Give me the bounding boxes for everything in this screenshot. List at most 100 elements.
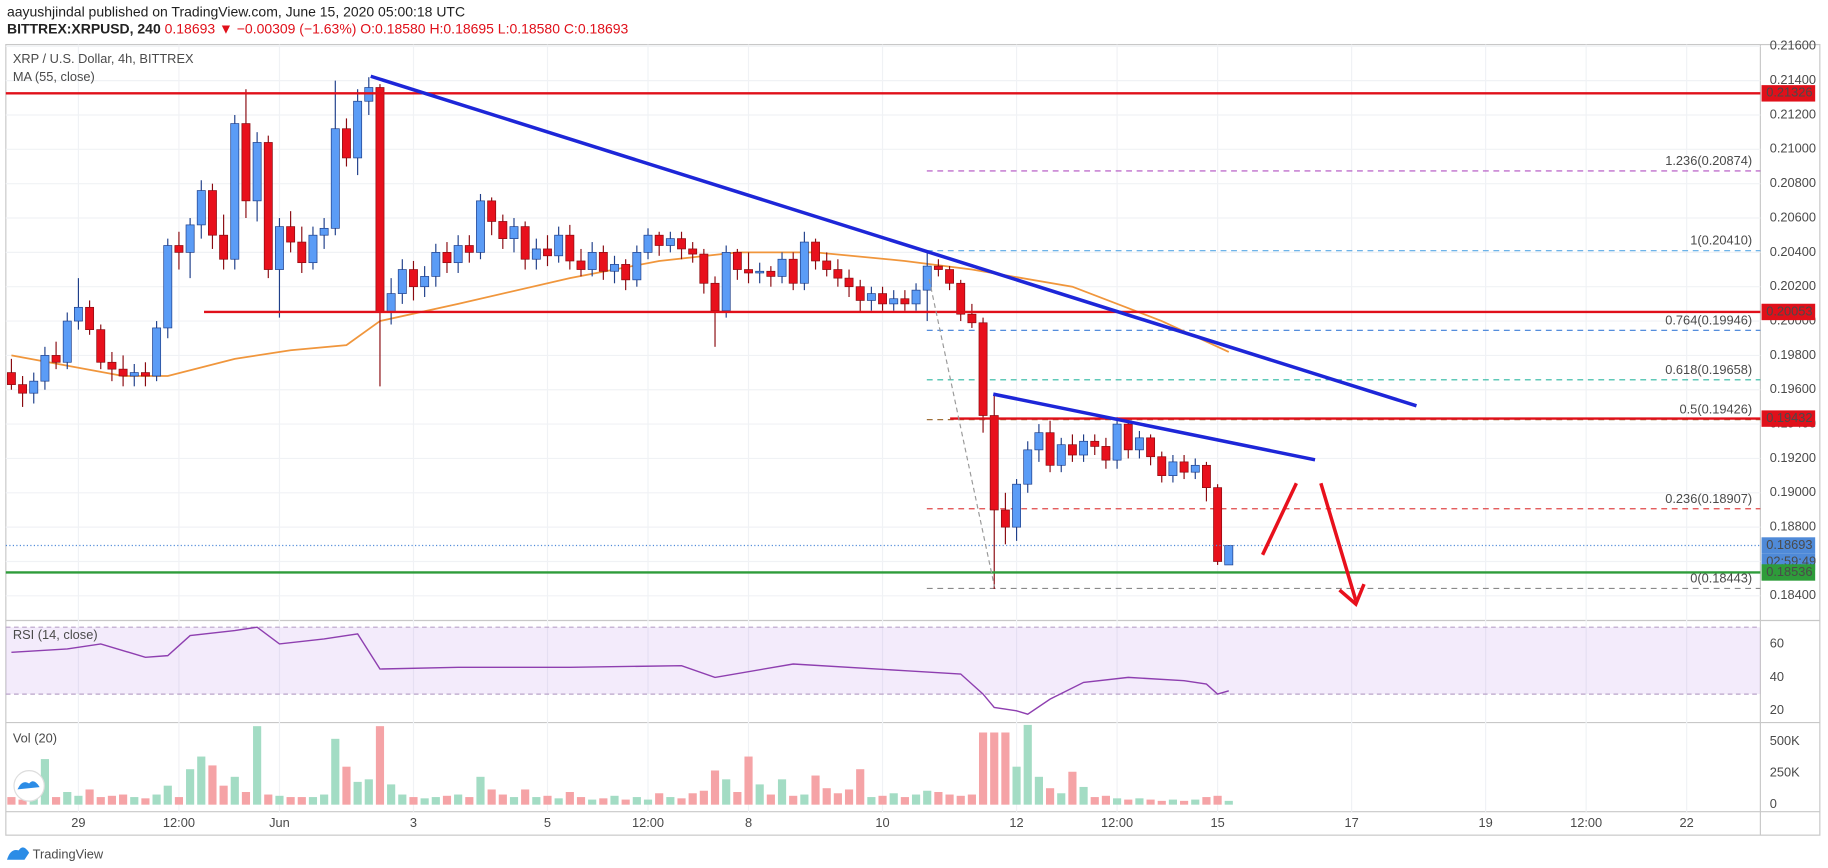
rsi-tick-label: 20 <box>1770 702 1784 717</box>
x-tick-label: 3 <box>410 815 417 830</box>
candle-body <box>1023 449 1033 485</box>
rsi-tick-label: 40 <box>1770 669 1784 684</box>
candle-body <box>196 190 206 226</box>
candle-body <box>587 252 597 270</box>
x-tick-label: 8 <box>745 815 752 830</box>
candle-body <box>1056 444 1066 466</box>
rsi-line <box>11 626 1229 715</box>
volume-bar <box>945 794 954 805</box>
volume-bar <box>1202 797 1211 805</box>
volume-bar <box>990 732 999 805</box>
volume-bar <box>420 798 429 805</box>
candle-body <box>1101 446 1111 461</box>
candle-body <box>710 282 720 312</box>
candle-body <box>1134 437 1144 451</box>
plot-layer <box>5 44 1761 812</box>
candle-body <box>1000 509 1010 528</box>
volume-bar <box>923 790 932 805</box>
volume-bar <box>699 790 708 805</box>
x-tick-label: 29 <box>71 815 85 830</box>
brand: TradingView <box>33 846 104 861</box>
candle-body <box>598 252 608 272</box>
candle-body <box>1202 464 1211 488</box>
candle-body <box>263 142 273 270</box>
candle-body <box>330 128 340 229</box>
candle-body <box>732 252 742 270</box>
candle-body <box>933 265 943 270</box>
candle-body <box>1067 444 1077 456</box>
volume-bar <box>822 788 831 805</box>
volume-bar <box>1157 800 1166 805</box>
candle-body <box>453 245 463 264</box>
volume-bar <box>186 769 195 805</box>
y-tick-label: 0.20200 <box>1770 278 1816 293</box>
candle-body <box>353 100 363 159</box>
candle-body <box>29 380 39 394</box>
volume-bar <box>52 797 61 805</box>
volume-bar <box>63 792 72 805</box>
candle-body <box>665 238 675 246</box>
candle-body <box>554 234 564 257</box>
y-tick-label: 0.20400 <box>1770 244 1816 259</box>
level-label: 0.18693 <box>1766 537 1812 552</box>
candle-body <box>107 361 117 370</box>
volume-bar <box>1213 795 1222 805</box>
arrow-up <box>1260 482 1298 556</box>
candle-body <box>833 269 843 279</box>
watermark-icon <box>17 781 40 790</box>
candle-body <box>878 293 887 305</box>
volume-bar <box>18 799 27 805</box>
volume-bar <box>1113 798 1122 805</box>
volume-bar <box>934 792 943 805</box>
volume-bar <box>677 798 686 805</box>
volume-bar <box>900 797 909 805</box>
candle-body <box>799 241 809 284</box>
x-tick-label: 17 <box>1344 815 1358 830</box>
candle-body <box>420 276 430 288</box>
y-tick-label: 0.18400 <box>1770 587 1816 602</box>
level-tag <box>1761 85 1816 102</box>
candle-body <box>632 252 642 281</box>
candle-body <box>62 320 72 363</box>
candle-body <box>576 260 586 270</box>
candle-body <box>1179 461 1189 473</box>
candle-body <box>1146 437 1156 458</box>
candle-body <box>85 306 95 330</box>
candle-body <box>118 368 128 377</box>
candle-body <box>610 264 619 272</box>
x-tick-label: 5 <box>544 815 551 830</box>
candle-body <box>230 123 240 260</box>
volume-bar <box>833 793 842 805</box>
x-tick-label: 12:00 <box>1101 815 1133 830</box>
x-tick-label: 19 <box>1479 815 1493 830</box>
ma-legend: MA (55, close) <box>13 69 95 84</box>
candle-body <box>621 264 631 281</box>
candle-body <box>900 298 910 305</box>
volume-bar <box>163 785 172 805</box>
candle-body <box>252 142 262 202</box>
fib-connector <box>928 279 996 587</box>
volume-bar <box>375 726 385 805</box>
volume-bar <box>431 797 440 805</box>
volume-bar <box>74 795 83 805</box>
candle-body <box>509 226 519 239</box>
volume-bar <box>800 794 809 805</box>
candle-body <box>18 384 28 394</box>
candle-body <box>643 234 653 253</box>
volume-bar <box>733 792 742 805</box>
volume-bar <box>1068 771 1077 805</box>
symbol-legend: XRP / U.S. Dollar, 4h, BITTREX <box>13 51 194 66</box>
y-tick-label: 0.21600 <box>1770 38 1816 53</box>
candle-body <box>219 234 229 260</box>
fib-label: 1.236(0.20874) <box>1665 153 1752 168</box>
volume-bar <box>130 797 139 805</box>
candle-body <box>1012 483 1021 528</box>
fib-label: 0.5(0.19426) <box>1680 402 1753 417</box>
volume-bar <box>967 794 976 805</box>
candle-body <box>1213 487 1223 562</box>
fib-label: 1(0.20410) <box>1690 233 1752 248</box>
volume-bar <box>487 789 496 805</box>
fib-label: 0.618(0.19658) <box>1665 362 1752 377</box>
candle-body <box>51 355 61 363</box>
